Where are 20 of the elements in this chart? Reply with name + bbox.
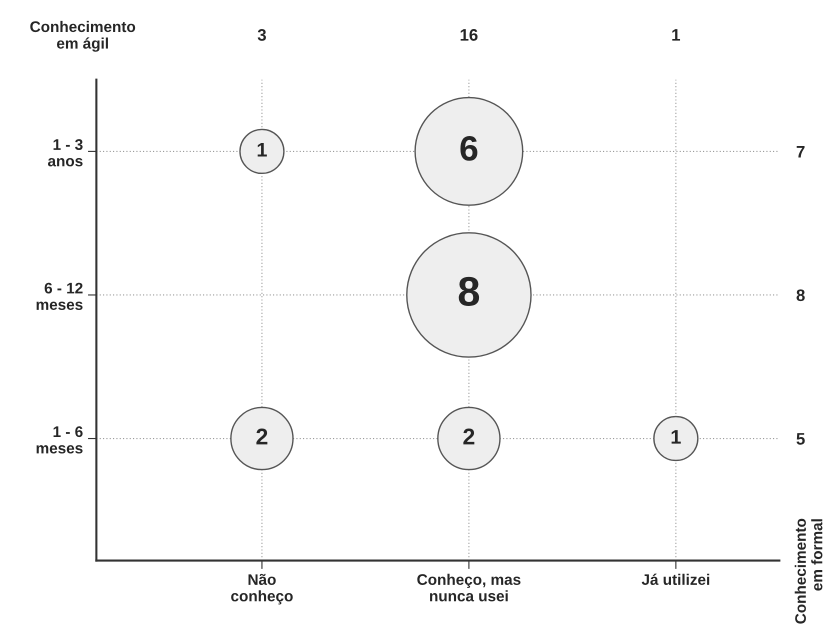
- x-tick-label: Já utilizei: [642, 574, 710, 585]
- data-label: 2: [463, 428, 474, 444]
- y2-tick-label: 5: [796, 433, 805, 445]
- x-tick-label: Não conheço: [231, 574, 293, 604]
- text: 3: [258, 29, 266, 41]
- y-tick-label: 1 - 6 meses: [36, 426, 83, 454]
- y2-tick-label: 7: [796, 146, 805, 158]
- y-tick-label: 6 - 12 meses: [36, 282, 83, 310]
- data-label: 1: [258, 142, 267, 157]
- data-label: 6: [460, 136, 478, 161]
- data-label: 8: [458, 276, 480, 306]
- text: 16: [460, 29, 478, 41]
- x-axis-title: Conhecimento em ágil: [30, 20, 136, 52]
- data-label: 1: [672, 430, 681, 444]
- x-tick-label: Conheço, mas nunca usei: [417, 574, 520, 602]
- y-tick-label: 1 - 3 anos: [48, 139, 83, 166]
- y2-tick-label: 8: [796, 289, 805, 302]
- data-label: 2: [256, 428, 268, 444]
- text: 1: [672, 29, 680, 41]
- y2-axis-title: Conhecimento em formal: [794, 518, 822, 624]
